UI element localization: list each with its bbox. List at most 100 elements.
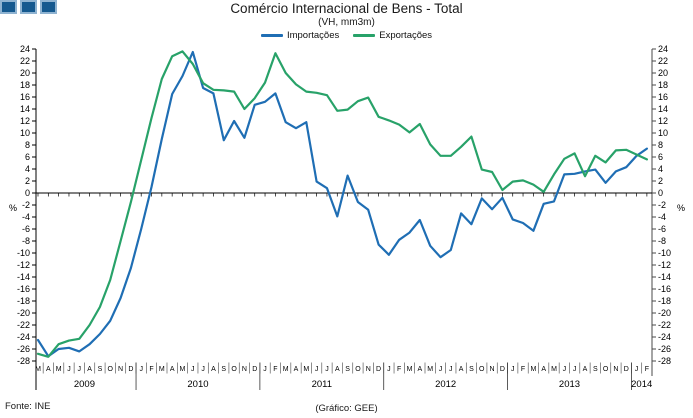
y-tick-label-right: 6 [658, 152, 663, 162]
month-label: O [355, 366, 361, 373]
chart-subtitle: (VH, mm3m) [318, 17, 375, 28]
month-label: M [303, 366, 309, 373]
month-label: D [500, 366, 505, 373]
month-label: M [530, 366, 536, 373]
month-label: N [118, 366, 123, 373]
month-label: O [479, 366, 485, 373]
month-label: S [345, 366, 350, 373]
y-tick-label-left: -20 [17, 308, 30, 318]
y-tick-label-right: 12 [658, 116, 668, 126]
y-tick-label-right: 2 [658, 176, 663, 186]
logo-square-icon [40, 0, 57, 14]
y-tick-label-right: -28 [658, 356, 671, 366]
month-label: J [573, 366, 577, 373]
credit-note: (Gráfico: GEE) [315, 403, 378, 414]
y-tick-label-right: -2 [658, 200, 666, 210]
month-label: A [459, 366, 464, 373]
chart-title: Comércio Internacional de Bens - Total [230, 1, 463, 16]
y-tick-label-left: -16 [17, 284, 30, 294]
y-axis-unit-left: % [9, 203, 17, 213]
y-tick-label-right: -8 [658, 236, 666, 246]
month-label: J [201, 366, 205, 373]
y-tick-label-left: 2 [25, 176, 30, 186]
month-label: S [469, 366, 474, 373]
month-label: J [635, 366, 639, 373]
month-label: A [335, 366, 340, 373]
y-tick-label-right: 0 [658, 188, 663, 198]
month-label: D [376, 366, 381, 373]
y-tick-label-left: -22 [17, 320, 30, 330]
legend-item-importacoes: Importações [260, 30, 340, 41]
y-tick-label-left: 20 [20, 68, 30, 78]
month-label: M [427, 366, 433, 373]
month-label: O [108, 366, 114, 373]
year-label: 2014 [631, 379, 652, 390]
y-tick-label-left: -26 [17, 344, 30, 354]
gee-logo [0, 0, 57, 14]
month-label: D [128, 366, 133, 373]
importacoes-line [36, 50, 649, 358]
y-tick-label-left: 12 [20, 116, 30, 126]
y-tick-label-right: 16 [658, 92, 668, 102]
chart-legend: Importações Exportações [0, 30, 693, 41]
month-label: J [511, 366, 515, 373]
month-label: A [170, 366, 175, 373]
year-label: 2011 [312, 379, 332, 390]
month-label: J [325, 366, 329, 373]
y-axis-unit-right: % [677, 203, 685, 213]
y-tick-label-left: 4 [25, 164, 30, 174]
y-tick-label-right: -24 [658, 332, 671, 342]
y-tick-label-left: 22 [20, 56, 30, 66]
month-label: A [583, 366, 588, 373]
month-label: A [541, 366, 546, 373]
month-label: J [387, 366, 391, 373]
y-tick-label-right: -20 [658, 308, 671, 318]
y-tick-label-right: -26 [658, 344, 671, 354]
month-label: J [139, 366, 143, 373]
month-label: M [551, 366, 557, 373]
y-tick-label-left: -18 [17, 296, 30, 306]
y-tick-label-right: 4 [658, 164, 663, 174]
month-label: M [56, 366, 62, 373]
logo-square-icon [0, 0, 17, 14]
y-tick-label-right: -14 [658, 272, 671, 282]
year-label: 2013 [559, 379, 580, 390]
y-tick-label-left: 14 [20, 104, 30, 114]
importacoes-line-swatch-icon [260, 34, 283, 37]
month-label: D [624, 366, 629, 373]
y-tick-label-right: -10 [658, 248, 671, 258]
legend-label-exportacoes: Exportações [379, 30, 433, 41]
y-tick-label-right: -6 [658, 224, 666, 234]
month-label: N [366, 366, 371, 373]
legend-label-importacoes: Importações [286, 30, 340, 41]
month-label: J [449, 366, 453, 373]
month-label: A [87, 366, 92, 373]
y-tick-label-left: 18 [20, 80, 30, 90]
month-label: F [397, 366, 401, 373]
month-label: M [159, 366, 165, 373]
month-label: S [593, 366, 598, 373]
source-note: Fonte: INE [5, 401, 51, 412]
month-label: F [645, 366, 649, 373]
month-label: J [315, 366, 319, 373]
month-label: N [613, 366, 618, 373]
y-tick-label-right: 14 [658, 104, 668, 114]
y-tick-label-left: 24 [20, 44, 30, 54]
y-tick-label-right: -12 [658, 260, 671, 270]
y-tick-label-left: -8 [22, 236, 30, 246]
month-label: M [180, 366, 186, 373]
month-label: J [67, 366, 71, 373]
month-label: S [98, 366, 103, 373]
month-label: A [418, 366, 423, 373]
y-tick-label-right: 24 [658, 44, 668, 54]
y-tick-label-left: -24 [17, 332, 30, 342]
y-tick-label-right: 10 [658, 128, 668, 138]
y-tick-label-right: 18 [658, 80, 668, 90]
month-label: N [490, 366, 495, 373]
y-tick-label-right: -16 [658, 284, 671, 294]
y-tick-label-left: -10 [17, 248, 30, 258]
month-label: N [242, 366, 247, 373]
month-label: J [439, 366, 443, 373]
exportacoes-line-swatch-icon [353, 34, 376, 37]
